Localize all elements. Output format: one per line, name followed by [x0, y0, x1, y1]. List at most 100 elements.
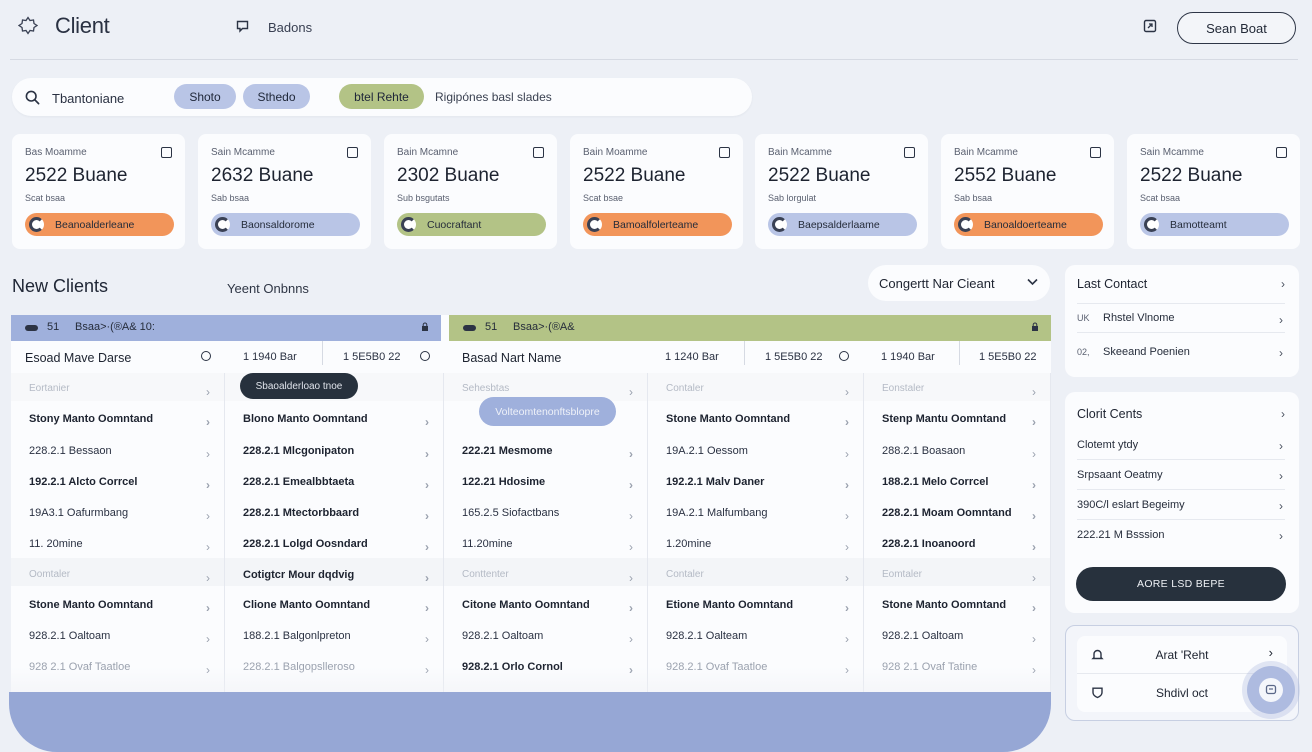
table-cell[interactable]: Stone Manto Oomntand ›: [864, 599, 1050, 615]
stat-card-pill[interactable]: Baepsalderlaame: [768, 213, 917, 236]
table-cell[interactable]: 928.2.1 Oaltoam ›: [864, 630, 1050, 646]
event-item[interactable]: 390C/l eslart Begeimy ›: [1077, 490, 1285, 520]
table-cell[interactable]: 19A.2.1 Malfumbang ›: [648, 507, 863, 523]
group-header-cell[interactable]: Sehesbtas ›: [444, 383, 647, 399]
table-cell[interactable]: 228.2.1 Emealbbtaeta ›: [225, 476, 443, 492]
table-cell[interactable]: 928.2.1 Oaltoam ›: [444, 630, 647, 646]
event-item[interactable]: Srpsaant Oeatmy ›: [1077, 460, 1285, 490]
group-header-cell[interactable]: Contaler ›: [648, 569, 863, 585]
table-cell[interactable]: 192.2.1 Malv Daner ›: [648, 476, 863, 492]
header-action-button[interactable]: Sean Boat: [1177, 12, 1296, 44]
stat-card[interactable]: Bain Moamme 2522 Buane Scat bsae Bamoalfole…: [570, 134, 743, 249]
filter-chip-sthedo[interactable]: Sthedo: [243, 84, 310, 109]
events-action-button[interactable]: AORE LSD BEPE: [1076, 567, 1286, 601]
floating-chat-button[interactable]: [1247, 666, 1295, 714]
stat-card-pill[interactable]: Bamotteamt: [1140, 213, 1289, 236]
contact-item[interactable]: UK Rhstel Vlnome ›: [1077, 303, 1285, 333]
checkbox-icon[interactable]: [1090, 147, 1101, 158]
table-cell[interactable]: 228.2.1 Mlcgonipaton ›: [225, 445, 443, 461]
table-cell[interactable]: 11.20mine ›: [444, 538, 647, 554]
table-cell[interactable]: 122.21 Hdosime ›: [444, 476, 647, 492]
checkbox-icon[interactable]: [1276, 147, 1287, 158]
table-cell[interactable]: 165.2.5 Siofactbans ›: [444, 507, 647, 523]
group-header-cell[interactable]: Eomtaler ›: [864, 569, 1050, 585]
table-cell[interactable]: 228.2.1 Moam Oomntand ›: [864, 507, 1050, 523]
toggle-pill-icon[interactable]: [463, 325, 476, 331]
stat-card-pill[interactable]: Banoaldoerteame: [954, 213, 1103, 236]
stat-card[interactable]: Bas Moamme 2522 Buane Scat bsaa Beanoalderl…: [12, 134, 185, 249]
stat-card[interactable]: Sain Mcamme 2632 Buane Sab bsaa Baonsaldoro…: [198, 134, 371, 249]
radio-icon[interactable]: [201, 351, 211, 361]
table-cell[interactable]: Etione Manto Oomntand ›: [648, 599, 863, 615]
stat-card-pill[interactable]: Baonsaldorome: [211, 213, 360, 236]
table-cell[interactable]: 222.21 Mesmome ›: [444, 445, 647, 461]
column-header-name[interactable]: Basad Nart Name: [462, 351, 562, 365]
table-cell[interactable]: 1.20mine ›: [648, 538, 863, 554]
table-cell[interactable]: 11. 20mine ›: [11, 538, 224, 554]
toggle-pill-icon[interactable]: [25, 325, 38, 331]
checkbox-icon[interactable]: [533, 147, 544, 158]
chat-icon[interactable]: [236, 20, 249, 33]
table-cell[interactable]: 228.2.1 Mtectorbbaard ›: [225, 507, 443, 523]
stat-card[interactable]: Sain Mcamme 2522 Buane Scat bsaa Bamotteamt: [1127, 134, 1300, 249]
contact-item[interactable]: 02, Skeeand Poenien ›: [1077, 337, 1285, 367]
alert-action[interactable]: Arat 'Reht ›: [1077, 636, 1287, 674]
filter-chip-btel-rehte[interactable]: btel Rehte: [339, 84, 424, 109]
table-cell[interactable]: 228.2.1 Inoanoord ›: [864, 538, 1050, 554]
table-cell[interactable]: Stony Manto Oomntand ›: [11, 413, 224, 429]
nav-link-badons[interactable]: Badons: [268, 20, 313, 35]
chevron-right-icon: ›: [629, 509, 633, 523]
table-cell[interactable]: 228.2.1 Bessaon ›: [11, 445, 224, 461]
table-toolbar-left: 51 Bsaa>·(®A& 10:: [11, 315, 441, 341]
group-header-cell[interactable]: Contaler ›: [648, 383, 863, 399]
lock-icon[interactable]: [1031, 322, 1039, 332]
table-cell[interactable]: Stone Manto Oomntand ›: [11, 599, 224, 615]
event-item[interactable]: Clotemt ytdy ›: [1077, 430, 1285, 460]
table-cell[interactable]: Stone Manto Oomntand ›: [648, 413, 863, 429]
chevron-right-icon[interactable]: ›: [1281, 407, 1285, 421]
stat-card-pill[interactable]: Bamoalfolerteame: [583, 213, 732, 236]
group-header-cell[interactable]: Cotigtcr Mour dqdvig ›: [225, 569, 443, 585]
group-header-cell[interactable]: Conttenter ›: [444, 569, 647, 585]
table-cell[interactable]: Stenp Mantu Oomntand ›: [864, 413, 1050, 429]
table-cell[interactable]: 928.2.1 Oaltoam ›: [11, 630, 224, 646]
filter-chip-shoto[interactable]: Shoto: [174, 84, 236, 109]
group-header-cell[interactable]: Eonstaler ›: [864, 383, 1050, 399]
chevron-right-icon[interactable]: ›: [1281, 277, 1285, 291]
radio-icon[interactable]: [839, 351, 849, 361]
cell-text: 19A.2.1 Malfumbang: [666, 507, 768, 519]
table-cell[interactable]: 192.2.1 Alcto Corrcel ›: [11, 476, 224, 492]
table-cell[interactable]: 188.2.1 Melo Corrcel ›: [864, 476, 1050, 492]
checkbox-icon[interactable]: [904, 147, 915, 158]
table-cell[interactable]: 288.2.1 Boasaon ›: [864, 445, 1050, 461]
table-cell[interactable]: 188.2.1 Balgonlpreton ›: [225, 630, 443, 646]
column-header-name[interactable]: Esoad Mave Darse: [25, 351, 132, 365]
cell-text: Eortanier: [29, 383, 70, 394]
table-cell[interactable]: 928.2.1 Oalteam ›: [648, 630, 863, 646]
table-cell[interactable]: Blono Manto Oomntand ›: [225, 413, 443, 429]
checkbox-icon[interactable]: [719, 147, 730, 158]
chevron-right-icon: ›: [1032, 509, 1036, 523]
table-cell[interactable]: Clione Manto Oomntand ›: [225, 599, 443, 615]
lock-icon[interactable]: [421, 322, 429, 332]
external-link-icon[interactable]: [1143, 19, 1157, 33]
stat-card[interactable]: Bain Mcamne 2302 Buane Sub bsgutats Cuocraf…: [384, 134, 557, 249]
table-cell[interactable]: Citone Manto Oomntand ›: [444, 599, 647, 615]
stat-card[interactable]: Bain Mcamme 2552 Buane Sab bsaa Banoaldoert…: [941, 134, 1114, 249]
radio-icon[interactable]: [420, 351, 430, 361]
stat-card-pill[interactable]: Beanoalderleane: [25, 213, 174, 236]
checkbox-icon[interactable]: [347, 147, 358, 158]
search-input[interactable]: [52, 89, 162, 107]
cell-text: Stone Manto Oomntand: [882, 599, 1007, 611]
stat-card[interactable]: Bain Mcamme 2522 Buane Sab lorgulat Baepsal…: [755, 134, 928, 249]
event-item[interactable]: 222.21 M Bsssion ›: [1077, 520, 1285, 550]
table-cell[interactable]: 19A.2.1 Oessom ›: [648, 445, 863, 461]
client-select-dropdown[interactable]: Congertt Nar Cieant: [868, 265, 1050, 301]
checkbox-icon[interactable]: [161, 147, 172, 158]
stat-card-pill[interactable]: Cuocraftant: [397, 213, 546, 236]
group-header-cell[interactable]: Oomtaler ›: [11, 569, 224, 585]
chevron-right-icon: ›: [629, 385, 633, 399]
group-header-cell[interactable]: Eortanier ›: [11, 383, 224, 399]
table-cell[interactable]: 19A3.1 Oafurmbang ›: [11, 507, 224, 523]
table-cell[interactable]: 228.2.1 Lolgd Oosndard ›: [225, 538, 443, 554]
